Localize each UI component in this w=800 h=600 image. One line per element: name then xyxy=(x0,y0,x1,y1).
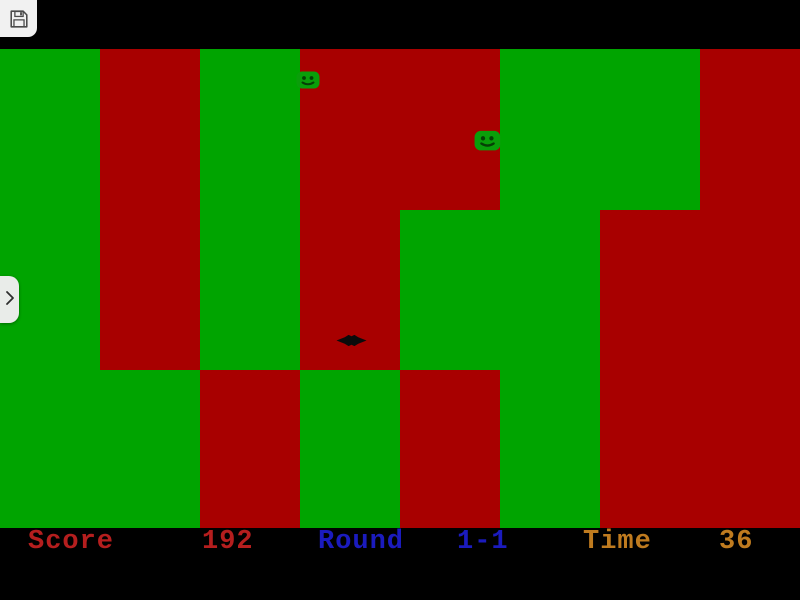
score-value: 192 xyxy=(202,527,254,557)
field-block xyxy=(500,49,600,528)
field-block xyxy=(100,49,200,370)
round-value: 1-1 xyxy=(457,527,509,557)
chevron-right-icon xyxy=(5,290,15,309)
round-label: Round xyxy=(318,527,405,557)
field-block xyxy=(400,370,500,528)
field-block xyxy=(300,49,400,370)
field-block xyxy=(100,370,200,528)
save-button[interactable] xyxy=(0,0,37,37)
field-block xyxy=(400,49,500,210)
bird-sprite xyxy=(336,332,367,349)
field-block xyxy=(200,49,300,370)
enemy-face-sprite xyxy=(296,69,320,89)
floppy-disk-icon xyxy=(8,8,30,30)
time-label: Time xyxy=(583,527,652,557)
game-field[interactable] xyxy=(0,49,800,528)
field-block xyxy=(400,210,500,370)
status-bar: Score 192 Round 1-1 Time 36 xyxy=(0,528,800,600)
score-label: Score xyxy=(28,527,115,557)
drawer-handle[interactable] xyxy=(0,276,19,323)
field-block xyxy=(200,370,300,528)
time-value: 36 xyxy=(719,527,754,557)
field-block xyxy=(700,49,800,528)
field-block xyxy=(300,370,400,528)
field-block xyxy=(600,210,700,528)
top-toolbar xyxy=(0,0,800,49)
field-block xyxy=(600,49,700,210)
enemy-face-sprite xyxy=(474,128,501,151)
